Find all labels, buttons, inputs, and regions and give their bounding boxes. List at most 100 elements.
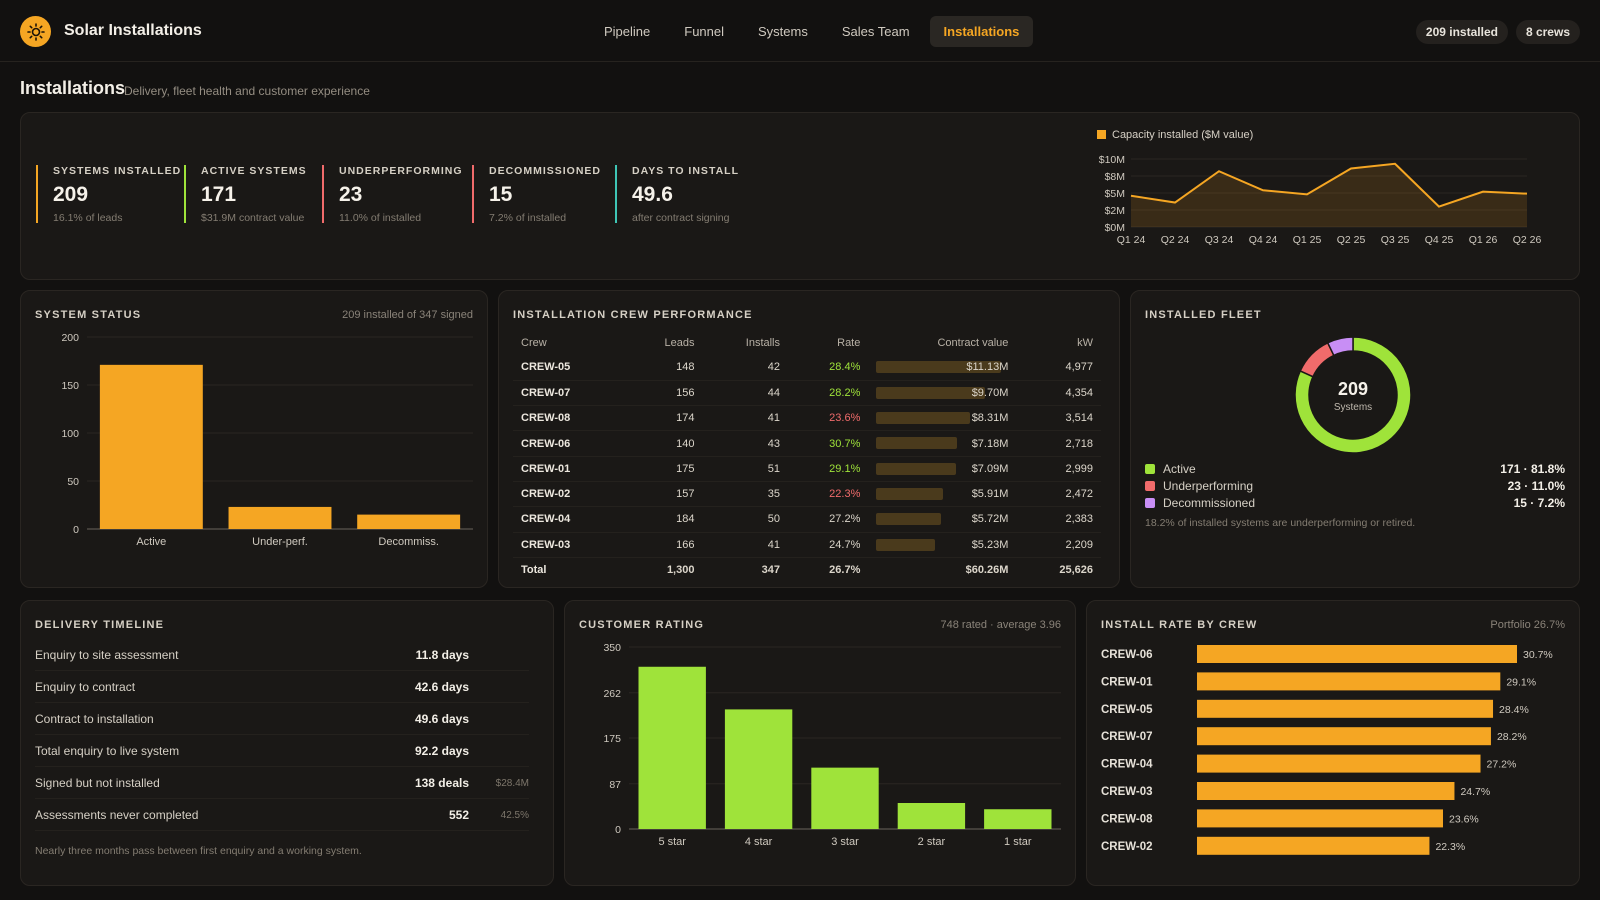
cell-kw: 3,514 [1016,405,1101,432]
legend-swatch [1145,498,1155,508]
donut-slice-underperforming[interactable] [1299,341,1335,378]
cell-installs: 44 [702,380,789,407]
capacity-legend-label: Capacity installed ($M value) [1112,129,1253,141]
delivery-row: Assessments never completed 552 42.5% [35,799,529,831]
customer-rating-panel: CUSTOMER RATING 748 rated · average 3.96… [564,600,1076,886]
install-rate-bar[interactable] [1197,754,1481,773]
delivery-value: 42.6 days [414,680,469,694]
col-header-installs[interactable]: Installs [745,337,781,349]
cell-leads: 166 [624,532,703,558]
tab-sales-team[interactable]: Sales Team [841,24,910,39]
install-rate-bar[interactable] [1197,836,1430,855]
table-row[interactable]: CREW-02 157 35 22.3% $5.91M 2,472 [513,481,1101,508]
status-bar[interactable] [99,364,203,529]
donut-slice-active[interactable] [1294,336,1412,454]
cell-rate: 22.3% [788,481,869,508]
main-nav: Pipeline Funnel Systems Sales Team Insta… [590,16,1034,47]
cell-leads: 148 [624,355,703,381]
rating-bar[interactable] [984,809,1052,829]
tab-installations[interactable]: Installations [929,16,1034,47]
col-header-contract-value[interactable]: Contract value [937,337,1009,349]
install-rate-bar[interactable] [1197,645,1517,663]
rating-bar[interactable] [724,709,793,829]
capacity-line-chart: Capacity installed ($M value) $10M $8M $5M… [1097,129,1542,246]
install-rate-bar[interactable] [1197,699,1494,718]
col-header-kw[interactable]: kW [1077,337,1093,349]
table-row[interactable]: CREW-03 166 41 24.7% $5.23M 2,209 [513,532,1101,558]
table-row[interactable]: CREW-01 175 51 29.1% $7.09M 2,999 [513,456,1101,482]
cell-crew: CREW-08 [513,405,625,432]
crew-label: CREW-02 [1101,841,1153,853]
install-rate-bar[interactable] [1197,782,1455,800]
kpi-panel: SYSTEMS INSTALLED 209 16.1% of leads ACT… [20,112,1580,280]
y-tick-label: $8M [1105,171,1125,183]
bar-value-label: 24.7% [1460,786,1490,798]
contract-value-text: $5.72M [971,513,1009,526]
contract-value-text: $9.70M [971,386,1009,399]
total-crew: Total [513,556,625,583]
y-tick-label: $2M [1105,205,1125,217]
panel-title: SYSTEM STATUS [35,309,142,321]
panel-title: INSTALLED FLEET [1145,309,1262,321]
kpi-value: 49.6 [632,183,673,206]
table-total-row: Total 1,300 347 26.7% $60.26M 25,626 [513,556,1101,583]
legend-value: 15 · 7.2% [1513,496,1565,510]
x-tick-label: Q4 25 [1425,234,1454,246]
tab-systems[interactable]: Systems [758,24,808,39]
donut-center-value: 209 [1338,379,1368,399]
y-tick-label: $5M [1105,188,1125,200]
x-tick-label: Q4 24 [1249,234,1278,246]
status-bar[interactable] [357,514,461,529]
kpi-decommissioned: DECOMMISSIONED 15 7.2% of installed [472,165,601,224]
delivery-timeline-panel: DELIVERY TIMELINE Enquiry to site assess… [20,600,554,886]
delivery-extra: 42.5% [500,810,529,821]
delivery-label: Contract to installation [35,712,154,726]
table-row[interactable]: CREW-04 184 50 27.2% $5.72M 2,383 [513,506,1101,533]
table-row[interactable]: CREW-08 174 41 23.6% $8.31M 3,514 [513,405,1101,432]
customer-rating-bar-chart: 350 262 175 87 0 5 star 4 star 3 star 2 star 1 st… [603,642,1061,848]
table-row[interactable]: CREW-05 148 42 28.4% $11.13M 4,977 [513,355,1101,381]
table-row[interactable]: CREW-07 156 44 28.2% $9.70M 4,354 [513,380,1101,407]
system-status-panel: SYSTEM STATUS 209 installed of 347 signe… [20,290,488,588]
x-tick-label: 4 star [745,836,773,848]
cell-contract-value: $7.09M [868,456,1017,482]
x-tick-label: 1 star [1004,836,1032,848]
contract-value-bar [876,462,956,475]
install-rate-bar[interactable] [1197,672,1501,691]
status-bar[interactable] [228,506,332,529]
contract-value-text: $5.23M [971,538,1009,551]
app-title: Solar Installations [64,22,202,39]
rating-bar[interactable] [811,767,879,829]
contract-value-text: $7.09M [971,462,1009,475]
col-header-rate[interactable]: Rate [837,337,861,349]
crew-performance-table: Crew Leads Installs Rate Contract value … [513,331,1101,583]
col-header-crew[interactable]: Crew [521,337,547,349]
installed-count-badge: 209 installed [1415,20,1508,44]
x-tick-label: Q1 24 [1117,234,1146,246]
kpi-sub: $31.9M contract value [201,212,305,224]
x-tick-label: Q2 24 [1161,234,1190,246]
cell-kw: 2,718 [1016,430,1101,457]
tab-pipeline[interactable]: Pipeline [604,24,651,39]
x-tick-label: Q2 26 [1513,234,1542,246]
tab-funnel[interactable]: Funnel [684,24,725,39]
col-header-leads[interactable]: Leads [664,337,695,349]
x-tick-label: 3 star [831,836,859,848]
install-rate-bar[interactable] [1197,727,1491,746]
contract-value-text: $8.31M [971,412,1009,425]
table-row[interactable]: CREW-06 140 43 30.7% $7.18M 2,718 [513,430,1101,457]
donut-center-label: Systems [1334,402,1372,413]
install-rate-panel: INSTALL RATE BY CREW Portfolio 26.7% CRE… [1086,600,1580,886]
cell-leads: 157 [624,481,703,508]
rating-bar[interactable] [897,803,966,829]
bar-value-label: 22.3% [1435,841,1465,853]
rating-bar[interactable] [638,666,706,829]
contract-value-bar [876,538,936,551]
y-tick-label: $0M [1105,222,1125,234]
donut-slice-decommissioned[interactable] [1326,336,1354,357]
kpi-sub: 16.1% of leads [53,212,123,224]
kpi-sub: 7.2% of installed [489,212,567,224]
crew-performance-panel: INSTALLATION CREW PERFORMANCE Crew Leads… [498,290,1120,588]
install-rate-bar[interactable] [1197,809,1443,828]
cell-crew: CREW-07 [513,380,625,407]
